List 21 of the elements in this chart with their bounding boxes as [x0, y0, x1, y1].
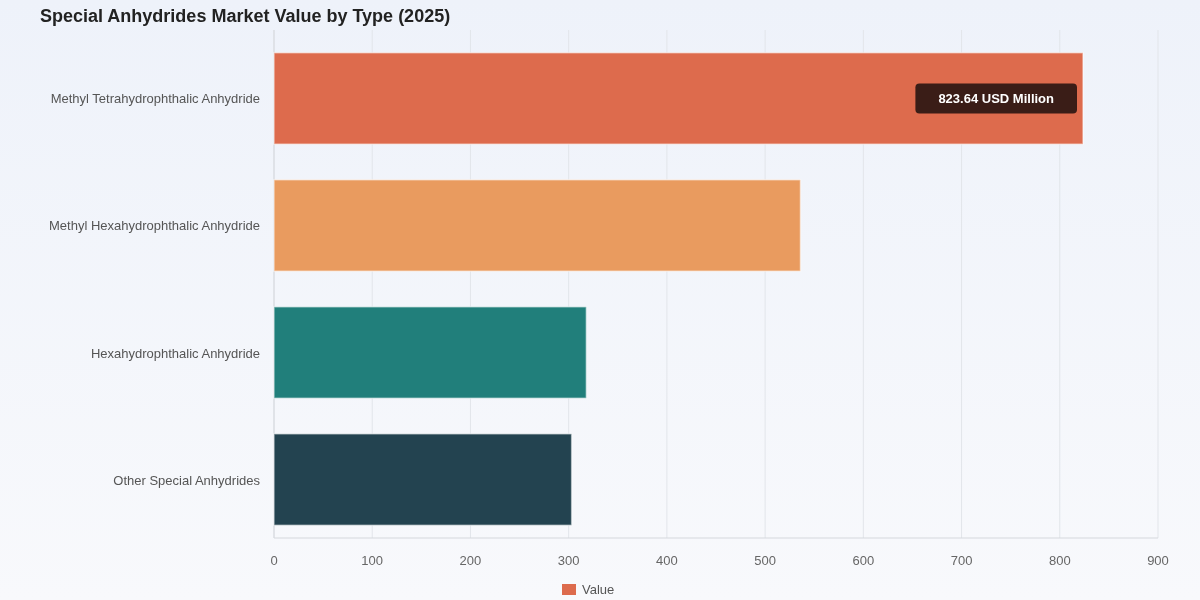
bar [273, 51, 1084, 145]
y-tick-label: Hexahydrophthalic Anhydride [90, 345, 260, 361]
x-tick-label: 600 [852, 553, 875, 568]
x-tick-label: 700 [950, 553, 973, 568]
bar [273, 306, 588, 400]
text: Value [582, 582, 615, 597]
x-tick-label: 100 [361, 553, 384, 568]
x-tick-label: 500 [754, 553, 776, 568]
bar [273, 179, 802, 272]
x-tick-label: 800 [1048, 553, 1071, 568]
data-label: 823.64 USD Million [938, 91, 1055, 107]
x-tick-label: 400 [656, 553, 678, 568]
bar [273, 433, 573, 527]
x-tick-label: 300 [557, 553, 580, 568]
chart-title: Special Anhydrides Market Value by Type (2025) [40, 6, 451, 26]
x-tick-label: 200 [459, 553, 482, 568]
y-tick-label: Methyl Tetrahydrophthalic Anhydride [50, 91, 260, 107]
x-tick-label: 900 [1147, 553, 1169, 568]
y-tick-label: Methyl Hexahydrophthalic Anhydride [48, 218, 260, 234]
y-tick-label: Other Special Anhydrides [113, 472, 261, 488]
x-tick-label: 0 [270, 553, 278, 568]
